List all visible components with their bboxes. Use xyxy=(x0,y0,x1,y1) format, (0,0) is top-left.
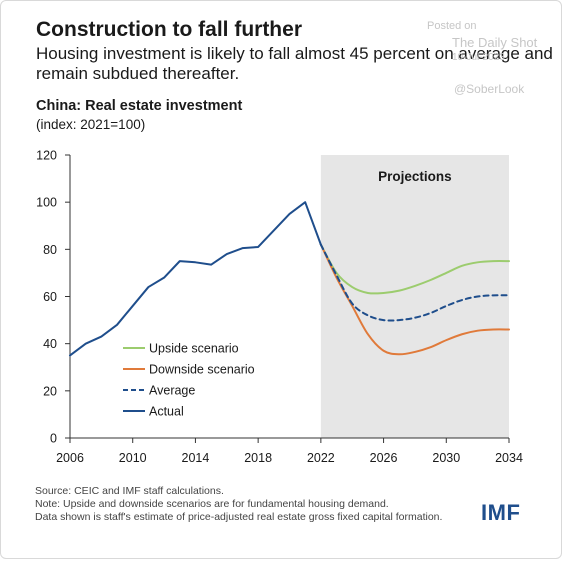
footer-note: Note: Upside and downside scenarios are … xyxy=(35,498,389,510)
chart-subtitle: (index: 2021=100) xyxy=(36,117,146,132)
y-tick-label: 80 xyxy=(43,243,57,257)
footer-source: Source: CEIC and IMF staff calculations. xyxy=(35,485,224,497)
page-title: Construction to fall further xyxy=(36,18,302,41)
chart-title: China: Real estate investment xyxy=(36,98,243,114)
series-line-downside-scenario xyxy=(319,243,510,356)
legend-label-actual: Actual xyxy=(149,405,184,419)
y-tick-label: 20 xyxy=(43,384,57,398)
legend-label-downside-scenario: Downside scenario xyxy=(149,363,255,377)
x-tick-label: 2018 xyxy=(244,451,272,465)
page-subtitle: Housing investment is likely to fall alm… xyxy=(36,44,553,83)
y-tick-label: 0 xyxy=(50,432,57,446)
watermark-date: 10-Jul-2023 xyxy=(452,52,505,63)
footer-data-note: Data shown is staff's estimate of price-… xyxy=(35,511,443,523)
x-tick-label: 2030 xyxy=(432,451,460,465)
watermark-site: The Daily Shot xyxy=(452,35,538,50)
legend-label-upside-scenario: Upside scenario xyxy=(149,342,239,356)
footer-notes: Source: CEIC and IMF staff calculations.… xyxy=(35,485,442,524)
x-tick-label: 2014 xyxy=(182,451,210,465)
line-chart: Projections 0 20 40 60 80 100 120 2006 2010 2014 20… xyxy=(36,149,523,466)
x-tick-label: 2010 xyxy=(119,451,147,465)
y-tick-label: 120 xyxy=(36,149,57,163)
watermark-posted-on: Posted on xyxy=(427,20,477,32)
x-tick-label: 2026 xyxy=(370,451,398,465)
y-tick-label: 40 xyxy=(43,337,57,351)
series-line-average xyxy=(319,243,510,322)
legend-label-average: Average xyxy=(149,384,195,398)
y-tick-label: 60 xyxy=(43,290,57,304)
x-tick-label: 2022 xyxy=(307,451,335,465)
x-tick-label: 2006 xyxy=(56,451,84,465)
projections-label: Projections xyxy=(378,169,452,184)
projections-region xyxy=(320,155,509,438)
series-line-actual xyxy=(69,201,322,357)
y-tick-label: 100 xyxy=(36,196,57,210)
series-line-upside-scenario xyxy=(319,243,510,295)
imf-logo: IMF xyxy=(481,500,521,525)
watermark-handle: @SoberLook xyxy=(454,82,525,96)
x-tick-label: 2034 xyxy=(495,451,523,465)
